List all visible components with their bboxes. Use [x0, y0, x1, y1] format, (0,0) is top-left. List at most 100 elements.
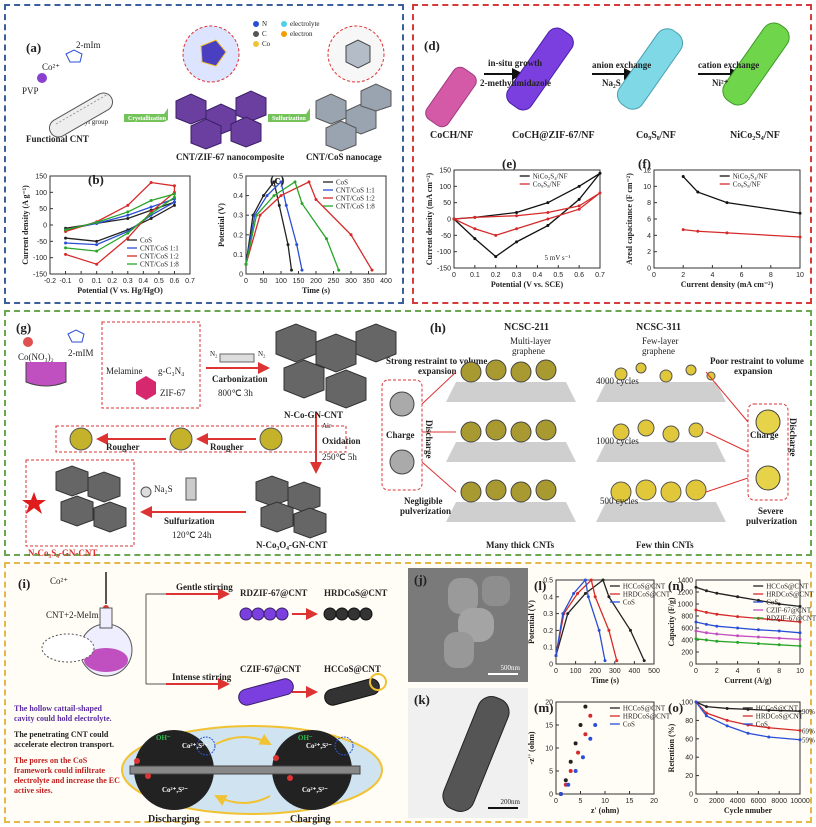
series-line [682, 176, 801, 214]
data-point [725, 201, 729, 205]
data-point [583, 704, 588, 709]
scale-k: 200nm [500, 798, 520, 806]
y-axis-label: Retention (%) [667, 723, 676, 772]
x-tick-label: 0.1 [92, 278, 102, 285]
discharge-left-label: Discharge [424, 420, 434, 459]
air-label: Air [322, 422, 332, 430]
carb-cond-label: 800℃ 3h [218, 388, 253, 398]
data-point [715, 624, 719, 628]
na2s-dot [140, 486, 152, 498]
nanocage-label: CNT/CoS nanocage [306, 152, 382, 162]
scheme-h-graphic [381, 359, 789, 522]
legend-electrolyte-dot [281, 21, 287, 27]
y-tick-label: -50 [441, 233, 451, 240]
y-tick-label: -150 [33, 272, 47, 279]
plot-frame [555, 579, 655, 665]
crystallization-arrow [124, 108, 168, 122]
y-axis-label: -z'' (ohm) [527, 731, 536, 764]
data-point [452, 217, 456, 221]
svg-text:Sulfurization: Sulfurization [272, 116, 306, 122]
y-tick-label: 4 [647, 233, 651, 240]
y-axis-label: Areal capacitance (F cm⁻²) [625, 173, 634, 265]
panel-m-label: (m) [534, 700, 554, 715]
legend-entry: CNT/CoS 1:8 [336, 203, 375, 211]
panel-abc: (a) Co²⁺ 2-mIm PVP Carboxyl group Functi… [4, 4, 404, 304]
ncos-cluster [55, 465, 127, 533]
x-tick-label: 4 [710, 272, 714, 279]
y-axis-label: Potential (V) [217, 203, 226, 247]
legend-co-dot [253, 41, 259, 47]
data-point [725, 724, 729, 728]
star-icon [22, 492, 46, 514]
data-point [777, 629, 781, 633]
panel-j-label: (j) [414, 572, 427, 587]
data-point [725, 231, 729, 235]
data-point [149, 205, 153, 209]
zif-g-label: ZIF-67 [160, 388, 186, 398]
melamine-label: Melamine [106, 366, 143, 376]
data-point [572, 591, 576, 595]
series-line [65, 197, 176, 246]
data-point [290, 268, 293, 272]
autoclave [185, 477, 197, 501]
mim-ring-g [67, 329, 85, 343]
step3b-label: Ni²⁺ [712, 78, 729, 88]
step1a-label: in-situ growth [488, 58, 543, 68]
x-tick-label: 0.2 [107, 278, 117, 285]
nico2s4-label: NiCo₂S₄/NF [730, 130, 780, 141]
x-tick-label: 0.6 [574, 272, 584, 279]
oh-right-label: OH⁻ [298, 734, 313, 742]
oxidation-label: Oxidation [322, 436, 361, 446]
step2-label: anion exchange [592, 60, 652, 70]
y-axis-label: Capacity (F/g) [667, 597, 676, 646]
cocH-rod [425, 66, 477, 128]
legend-co: Co [262, 40, 271, 48]
x-axis-label: Time (s) [591, 676, 619, 685]
data-point [798, 637, 802, 641]
pvp-label: PVP [22, 86, 39, 96]
y-tick-label: 150 [439, 168, 451, 175]
tem-image-k: (k) 200nm [408, 688, 528, 818]
data-point [715, 612, 719, 616]
series-line [695, 701, 801, 741]
mechanism-notes: The hollow cattail-shaped cavity could h… [14, 704, 120, 796]
y-tick-label: 150 [35, 174, 47, 181]
legend-entry: Co₉S₈/NF [533, 181, 561, 189]
legend-n: N [262, 20, 268, 28]
x-tick-label: 0.7 [185, 278, 195, 285]
x-axis-label: Current (A/g) [724, 676, 772, 685]
x-tick-label: 0 [244, 278, 248, 285]
data-point [314, 198, 318, 202]
x-tick-label: 0 [554, 668, 558, 675]
data-point [546, 210, 550, 214]
sulf-cond-label: 120℃ 24h [172, 530, 212, 540]
carbonization-label: Carbonization [212, 374, 268, 384]
panel-d-label: (d) [424, 38, 440, 53]
rougher-ball-2 [169, 427, 193, 451]
nco3o4-label: N-Co₃O₄-GN-CNT [256, 540, 328, 550]
panel-n-label: (n) [668, 578, 684, 593]
data-point [126, 236, 130, 240]
x-axis-label: z' (ohm) [591, 806, 620, 815]
data-point [704, 622, 708, 626]
y-tick-label: 0.2 [543, 628, 553, 635]
scheme-g-graphic [22, 321, 397, 547]
legend-entry: CNT/CoS 1:1 [140, 245, 179, 253]
chart-o: 0 2000 4000 6000 8000 10000 0 20 40 60 80 100 Cycle … [667, 700, 815, 816]
data-point [573, 741, 578, 746]
c4000-label: 4000 cycles [596, 376, 639, 386]
x-tick-label: 150 [293, 278, 305, 285]
ox-cond-label: 250℃ 5h [322, 452, 357, 462]
na2s-label: Na₂S [154, 484, 173, 494]
ncsc211-label: NCSC-211 [504, 322, 550, 333]
ncsc211-zoom [381, 379, 423, 491]
y-tick-label: 0 [549, 662, 553, 669]
x-tick-label: 2 [715, 668, 719, 675]
panel-a-label: (a) [26, 40, 42, 55]
charging-label: Charging [290, 814, 331, 825]
data-point [583, 732, 588, 737]
x-tick-label: 400 [629, 668, 641, 675]
rougher1-label: Rougher [106, 442, 140, 452]
data-point [588, 713, 593, 718]
x-tick-label: 0.1 [470, 272, 480, 279]
